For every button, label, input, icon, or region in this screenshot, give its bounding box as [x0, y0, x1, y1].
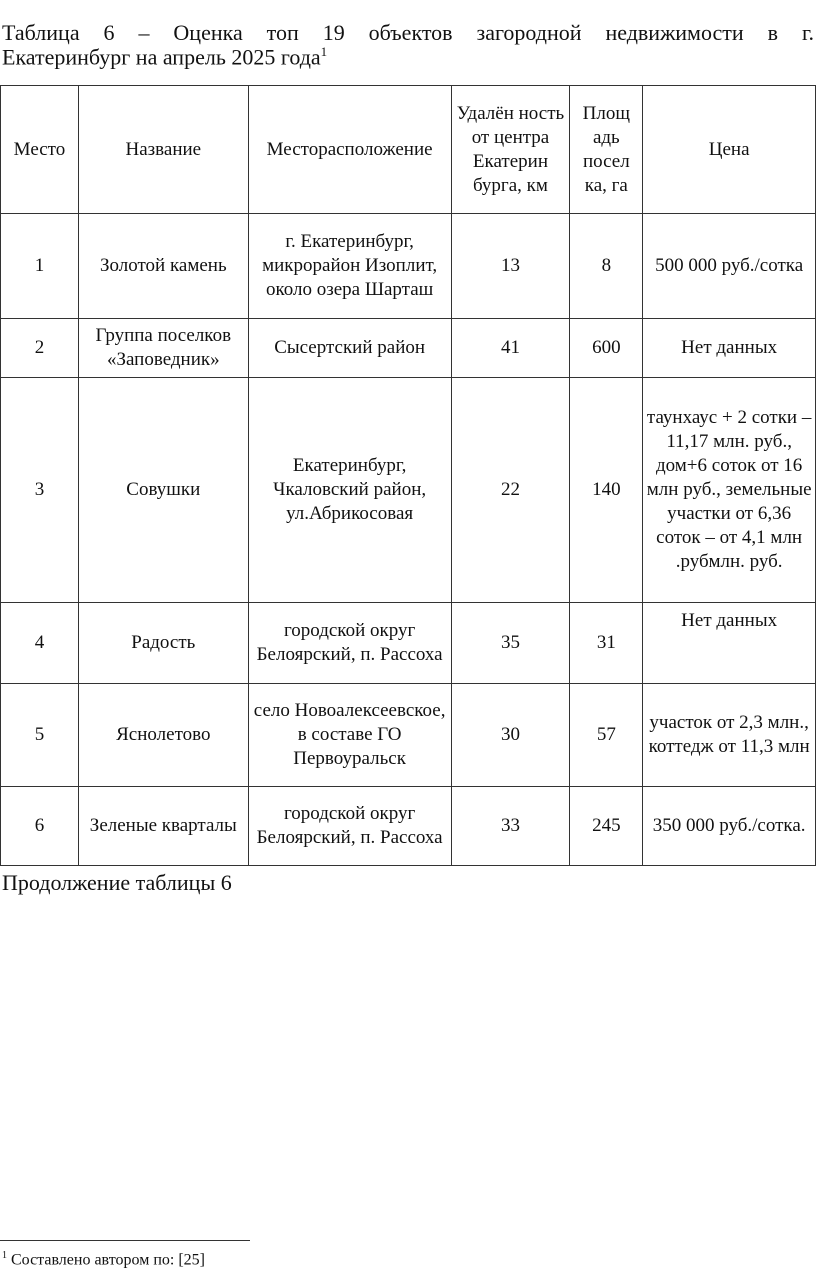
cell-area: 57: [569, 683, 644, 787]
cell-rank: 3: [0, 377, 79, 603]
header-cell: Место: [0, 85, 79, 214]
cell-location: Екатеринбург, Чкаловский район, ул.Абрик…: [247, 377, 452, 603]
cell-rank: 2: [0, 318, 79, 378]
cell-rank: 1: [0, 213, 79, 319]
cell-area: 8: [569, 213, 644, 319]
table-row: 6 Зеленые кварталы городской округ Белоярс…: [0, 786, 816, 866]
table-row: 4 Радость городской округ Белоярский, п. Р…: [0, 602, 816, 684]
cell-rank: 6: [0, 786, 79, 866]
cell-location: городской округ Белоярский, п. Рассоха: [247, 602, 452, 684]
cell-name: Яснолетово: [77, 683, 249, 787]
table-header-row: Место Название Месторасположение Удалён …: [0, 85, 816, 214]
cell-name: Группа поселков «Заповедник»: [77, 318, 249, 378]
cell-price: 500 000 руб./сотка: [642, 213, 816, 319]
cell-area: 245: [569, 786, 644, 866]
cell-price: Нет данных: [642, 318, 816, 378]
cell-rank: 4: [0, 602, 79, 684]
table-caption-line2: Екатеринбург на апрель 2025 года1: [2, 44, 328, 70]
cell-name: Зеленые кварталы: [77, 786, 249, 866]
cell-name: Совушки: [77, 377, 249, 603]
cell-distance: 35: [450, 602, 571, 684]
cell-area: 31: [569, 602, 644, 684]
table-continuation: Продолжение таблицы 6: [2, 870, 232, 895]
cell-price: 350 000 руб./сотка.: [642, 786, 816, 866]
table-caption-line1: Таблица 6 – Оценка топ 19 объектов загор…: [2, 20, 814, 45]
cell-distance: 22: [450, 377, 571, 603]
header-cell: Площ адь посел ка, га: [569, 85, 644, 214]
header-cell: Название: [77, 85, 249, 214]
footnote-divider: [0, 1240, 250, 1241]
cell-location: городской округ Белоярский, п. Рассоха: [247, 786, 452, 866]
cell-rank: 5: [0, 683, 79, 787]
header-cell: Цена: [642, 85, 816, 214]
cell-distance: 33: [450, 786, 571, 866]
table-row: 2 Группа поселков «Заповедник» Сысертский …: [0, 318, 816, 378]
cell-distance: 30: [450, 683, 571, 787]
header-cell: Месторасположение: [247, 85, 452, 214]
cell-name: Золотой камень: [77, 213, 249, 319]
cell-area: 140: [569, 377, 644, 603]
table-row: 1 Золотой камень г. Екатеринбург, микрорай…: [0, 213, 816, 319]
cell-name: Радость: [77, 602, 249, 684]
cell-price: таунхаус + 2 сотки – 11,17 млн. руб., до…: [642, 377, 816, 603]
cell-price: Нет данных: [642, 602, 816, 684]
cell-price: участок от 2,3 млн., коттедж от 11,3 млн: [642, 683, 816, 787]
cell-location: село Новоалексеевское, в составе ГО Перв…: [247, 683, 452, 787]
cell-distance: 13: [450, 213, 571, 319]
table-row: 3 Совушки Екатеринбург, Чкаловский район, …: [0, 377, 816, 603]
cell-area: 600: [569, 318, 644, 378]
cell-distance: 41: [450, 318, 571, 378]
table-row: 5 Яснолетово село Новоалексеевское, в сост…: [0, 683, 816, 787]
cell-location: г. Екатеринбург, микрорайон Изоплит, око…: [247, 213, 452, 319]
footnote-ref: 1: [320, 44, 328, 59]
real-estate-table: Место Название Месторасположение Удалён …: [0, 85, 816, 866]
header-cell: Удалён ность от центра Екатерин бурга, к…: [450, 85, 571, 214]
footnote: 1 Составлено автором по: [25]: [2, 1250, 205, 1269]
cell-location: Сысертский район: [247, 318, 452, 378]
